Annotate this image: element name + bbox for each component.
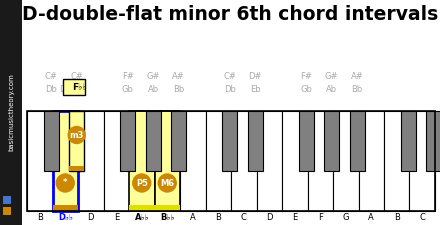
Text: C#: C# <box>70 72 83 81</box>
Bar <box>257 111 282 211</box>
Text: B: B <box>215 213 221 222</box>
Bar <box>299 111 314 171</box>
Bar <box>205 111 231 211</box>
Text: Bb: Bb <box>173 85 184 94</box>
Text: F#: F# <box>122 72 134 81</box>
Text: D: D <box>88 213 94 222</box>
Text: E: E <box>114 213 119 222</box>
Circle shape <box>132 173 151 193</box>
Text: basicmusictheory.com: basicmusictheory.com <box>8 74 14 151</box>
Text: Db: Db <box>59 85 71 94</box>
Text: P5: P5 <box>136 178 148 187</box>
Bar <box>324 111 339 171</box>
Text: Gb: Gb <box>300 85 312 94</box>
Circle shape <box>55 173 75 193</box>
Text: A#: A# <box>172 72 185 81</box>
Text: G: G <box>342 213 349 222</box>
Bar <box>69 111 84 171</box>
Bar <box>63 79 85 95</box>
Text: Ab: Ab <box>326 85 337 94</box>
Text: A♭♭: A♭♭ <box>135 213 149 222</box>
Text: A: A <box>190 213 196 222</box>
Text: D♭♭: D♭♭ <box>58 213 73 222</box>
Text: B: B <box>37 213 43 222</box>
Bar <box>308 111 333 211</box>
Text: D-double-flat minor 6th chord intervals: D-double-flat minor 6th chord intervals <box>22 5 438 24</box>
Bar <box>69 166 84 171</box>
Bar <box>384 111 410 211</box>
Bar <box>52 111 78 211</box>
Circle shape <box>67 126 86 144</box>
Bar <box>129 111 154 211</box>
Text: G#: G# <box>147 72 160 81</box>
Bar <box>129 205 154 211</box>
Bar <box>146 111 161 171</box>
Bar <box>103 111 129 211</box>
Bar <box>0 0 22 225</box>
Text: Gb: Gb <box>122 85 134 94</box>
Bar <box>3 196 11 204</box>
Text: C#: C# <box>223 72 236 81</box>
Bar <box>52 205 78 211</box>
Bar <box>282 111 308 211</box>
Text: B: B <box>394 213 400 222</box>
Text: F♭♭: F♭♭ <box>73 83 87 92</box>
Bar <box>222 111 237 171</box>
Text: *: * <box>63 178 67 187</box>
Bar <box>154 205 180 211</box>
Bar <box>359 111 384 211</box>
Bar <box>154 111 180 211</box>
Text: D#: D# <box>249 72 262 81</box>
Bar <box>171 111 187 171</box>
Bar <box>248 111 263 171</box>
Bar <box>333 111 359 211</box>
Text: C: C <box>241 213 247 222</box>
Text: M6: M6 <box>160 178 174 187</box>
Bar <box>231 111 257 211</box>
Bar <box>44 111 59 171</box>
Text: D: D <box>266 213 272 222</box>
Text: E: E <box>292 213 297 222</box>
Bar <box>27 111 52 211</box>
Text: C: C <box>419 213 425 222</box>
Text: Bb: Bb <box>352 85 363 94</box>
Bar <box>410 111 435 211</box>
Circle shape <box>158 173 177 193</box>
Bar <box>180 111 205 211</box>
Text: G#: G# <box>325 72 338 81</box>
Text: A#: A# <box>351 72 363 81</box>
Bar <box>27 111 435 211</box>
Text: B♭♭: B♭♭ <box>160 213 174 222</box>
Text: Db: Db <box>45 85 57 94</box>
Text: F: F <box>318 213 323 222</box>
Bar <box>426 111 440 171</box>
Text: Db: Db <box>224 85 236 94</box>
Bar <box>3 207 11 215</box>
Text: F#: F# <box>300 72 312 81</box>
Text: C#: C# <box>45 72 58 81</box>
Bar <box>78 111 103 211</box>
Bar <box>120 111 136 171</box>
Text: Eb: Eb <box>250 85 260 94</box>
Text: Ab: Ab <box>148 85 159 94</box>
Text: A: A <box>368 213 374 222</box>
Text: m3: m3 <box>70 130 84 140</box>
Bar <box>400 111 416 171</box>
Bar <box>349 111 365 171</box>
